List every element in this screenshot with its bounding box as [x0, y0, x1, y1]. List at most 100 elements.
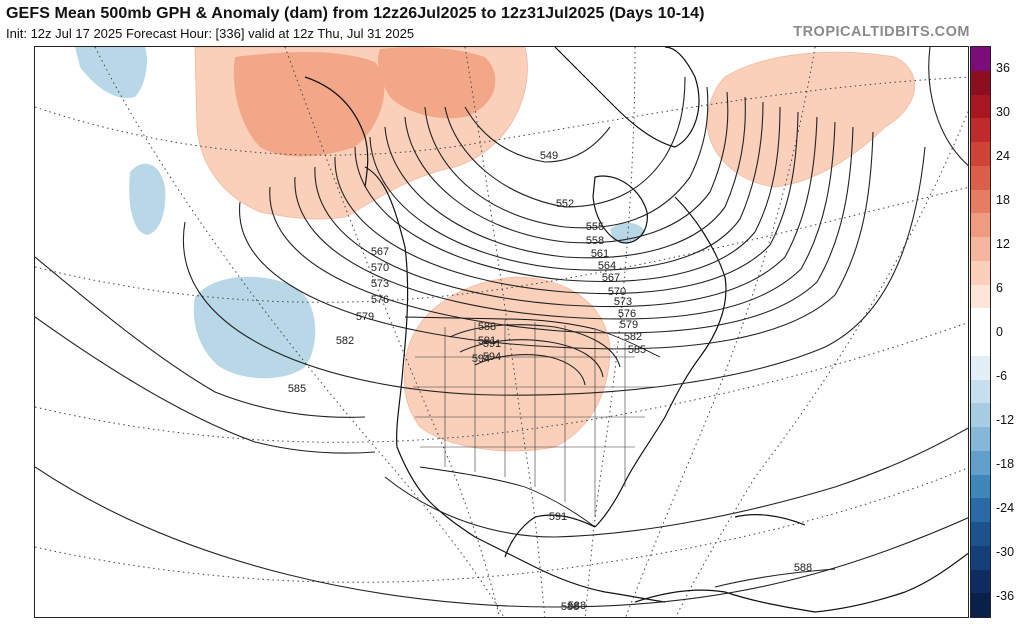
coastline-central-america [634, 552, 968, 613]
chart-subtitle: Init: 12z Jul 17 2025 Forecast Hour: [33… [6, 26, 415, 41]
contour-label: 549 [540, 150, 558, 162]
colorbar-swatch [971, 142, 990, 166]
contour-label: 579 [620, 319, 638, 331]
colorbar-tick-label: -36 [996, 589, 1015, 603]
contour-570 [334, 111, 799, 295]
colorbar-tick-label: 18 [996, 193, 1010, 207]
anomaly-pacific-east [193, 276, 316, 379]
colorbar-tick-label: 6 [996, 281, 1003, 295]
colorbar-swatch [971, 118, 990, 142]
contour-label: 561 [591, 248, 609, 260]
contour-label: 588 [478, 321, 496, 333]
height-contours [35, 47, 968, 608]
contour-label: 585 [288, 383, 306, 395]
contour-567 [354, 106, 781, 283]
colorbar-swatch [971, 522, 990, 546]
coastline-north-america-east [594, 196, 727, 528]
contour-label: 582 [624, 331, 642, 343]
colorbar-swatch [971, 427, 990, 451]
colorbar-tick-label: 0 [996, 325, 1003, 339]
coastline-greenland [554, 47, 700, 148]
contour-label: 573 [371, 278, 389, 290]
colorbar-swatch [971, 94, 990, 119]
colorbar-tick-label: 30 [996, 105, 1010, 119]
coastline-gulf-of-mexico [504, 514, 596, 558]
contour-label: 588 [568, 600, 586, 612]
anomaly-pacific-west [129, 163, 166, 235]
colorbar-swatch [971, 355, 990, 380]
colorbar-tick-label: -18 [996, 457, 1015, 471]
chart-title: GEFS Mean 500mb GPH & Anomaly (dam) from… [6, 5, 705, 22]
contour-labels: 5495525555585615645675705735765795825855… [288, 150, 812, 613]
colorbar-swatch [971, 165, 990, 190]
anomaly-colorbar [970, 46, 991, 618]
contour-label: 588 [794, 562, 812, 574]
contour-label: 576 [371, 294, 389, 306]
colorbar-swatch [971, 70, 990, 95]
anomaly-gulf-of-alaska [75, 47, 147, 98]
colorbar-swatch [971, 379, 990, 404]
colorbar-tick-label: -24 [996, 501, 1015, 515]
contour-588-ridge [449, 324, 621, 368]
colorbar-swatch [971, 47, 990, 71]
contour-555 [424, 86, 709, 229]
contour-west-1 [35, 256, 366, 418]
colorbar-swatch [971, 569, 990, 594]
contour-label: 579 [356, 311, 374, 323]
map-panel: 549 552 555 558 561 564 567 570 573 576 579 582 585 5… [34, 46, 969, 618]
colorbar-swatch [971, 260, 990, 285]
contour-label: 573 [614, 296, 632, 308]
colorbar-swatch [971, 545, 990, 570]
contour-576 [294, 121, 836, 320]
contour-label: 552 [556, 198, 574, 210]
anomaly-us-ridge [403, 276, 611, 452]
positive-anomaly-regions [194, 47, 916, 452]
contour-west-2 [35, 316, 376, 454]
coastline-north-america-west [364, 166, 666, 603]
colorbar-swatch [971, 308, 990, 332]
anomaly-north-pacific-core [233, 52, 385, 157]
contour-label: 591 [549, 511, 567, 523]
alaska-coast [304, 76, 369, 188]
contour-591-ridge [459, 339, 604, 378]
colorbar-swatch [971, 189, 990, 214]
colorbar-swatch [971, 403, 990, 427]
contour-label: 582 [336, 335, 354, 347]
colorbar-swatch [971, 450, 990, 475]
contour-label: 567 [602, 272, 620, 284]
contour-label: 594 [483, 351, 501, 363]
colorbar-tick-label: 36 [996, 61, 1010, 75]
colorbar-tick-label: -6 [996, 369, 1008, 383]
us-canada-border [404, 316, 661, 358]
contour-label: 555 [586, 221, 604, 233]
contour-588-gulf [714, 568, 836, 588]
contour-label: 591 [483, 338, 501, 350]
colorbar-tick-label: 12 [996, 237, 1010, 251]
map-canvas: 5495525555585615645675705735765795825855… [35, 47, 968, 617]
contour-579 [269, 126, 854, 334]
colorbar-swatch [971, 498, 990, 522]
colorbar-swatch [971, 237, 990, 261]
contour-label: 558 [586, 235, 604, 247]
colorbar-swatch [971, 474, 990, 499]
contour-552 [444, 76, 686, 208]
us-mexico-border [419, 466, 596, 528]
colorbar-swatch [971, 332, 990, 356]
contour-east-trough [928, 47, 968, 166]
contour-564 [369, 101, 764, 271]
colorbar-swatch [971, 284, 990, 309]
contour-label: 576 [618, 308, 636, 320]
contour-label: 564 [598, 260, 616, 272]
coastline-cuba [734, 514, 806, 526]
site-watermark: TROPICALTIDBITS.COM [793, 24, 970, 40]
negative-anomaly-regions [75, 47, 645, 379]
colorbar-tick-label: -30 [996, 545, 1015, 559]
contour-label: 570 [608, 286, 626, 298]
contour-549 [464, 106, 611, 163]
anomaly-arctic-core [378, 47, 496, 119]
contour-label: 594 [472, 353, 490, 365]
contour-561 [384, 96, 746, 259]
contour-label: 588 [561, 601, 579, 613]
colorbar-swatch [971, 593, 990, 617]
contour-594-ridge [474, 354, 586, 386]
